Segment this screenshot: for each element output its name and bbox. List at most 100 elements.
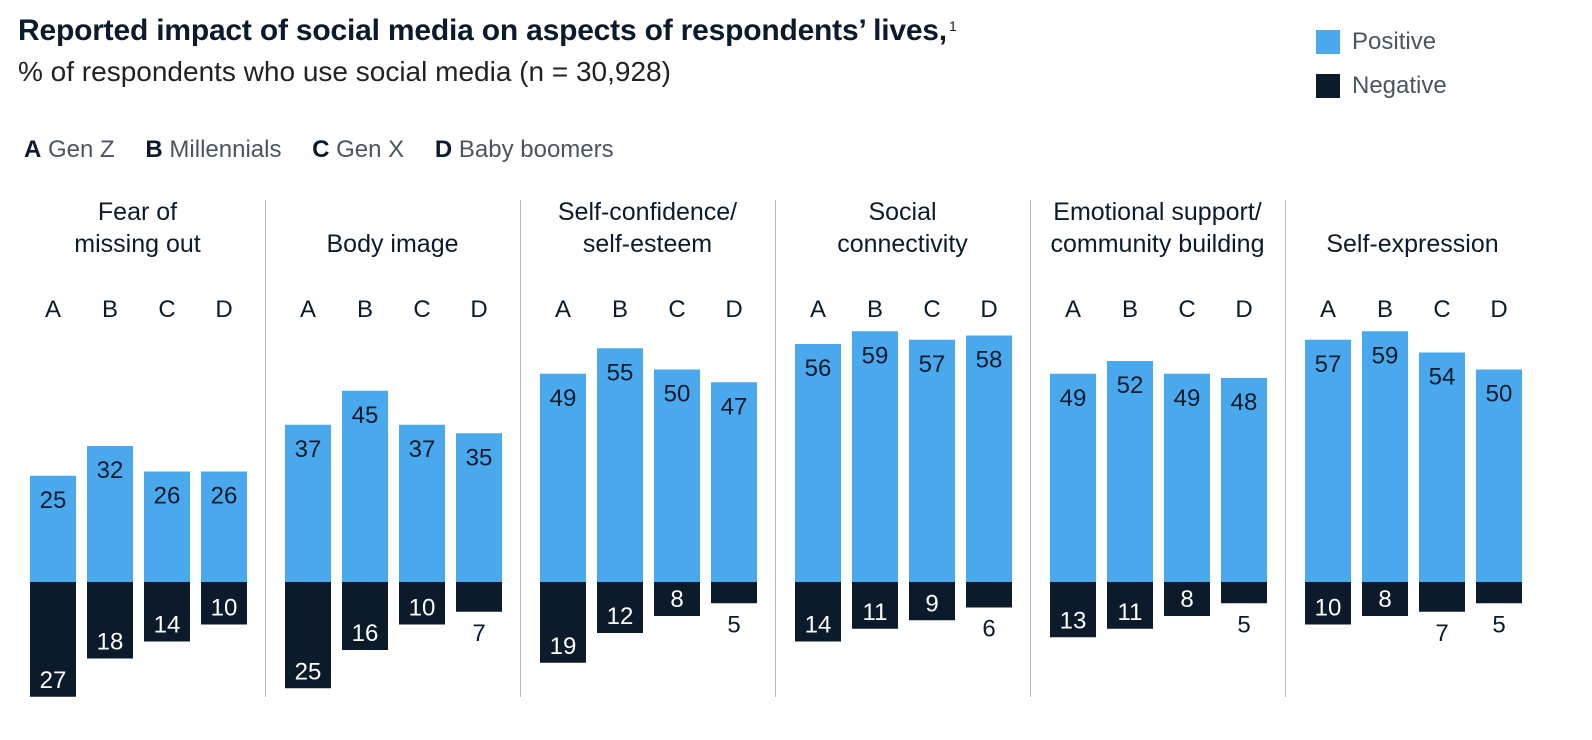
chart-title: Reported impact of social media on aspec…: [18, 14, 957, 47]
key-item-a: A Gen Z: [24, 136, 115, 163]
bar-positive: [456, 433, 502, 582]
data-label-negative: 11: [1118, 599, 1143, 626]
bar-negative: [1476, 582, 1522, 604]
data-label-positive: 57: [1315, 351, 1342, 378]
data-label-negative: 8: [1378, 586, 1391, 613]
bar-negative: [1221, 582, 1267, 604]
group-title: Social: [868, 198, 936, 226]
legend-swatch-negative: [1316, 74, 1340, 98]
category-label: D: [725, 296, 742, 323]
data-label-negative: 13: [1060, 607, 1087, 634]
data-label-positive: 45: [352, 402, 379, 429]
bar-negative: [1305, 582, 1351, 625]
data-label-positive: 48: [1231, 389, 1258, 416]
data-label-negative: 10: [211, 595, 238, 622]
category-label: D: [470, 296, 487, 323]
generation-key: A Gen Z B Millennials C Gen X D Baby boo…: [24, 136, 638, 164]
data-label-negative: 7: [1435, 620, 1448, 647]
data-label-negative: 8: [670, 586, 683, 613]
data-label-positive: 47: [721, 393, 748, 420]
data-label-positive: 55: [607, 359, 634, 386]
bar-negative: [1050, 582, 1096, 638]
bar-positive: [966, 335, 1012, 582]
group-title: Emotional support/: [1053, 198, 1262, 226]
key-item-c: C Gen X: [312, 136, 405, 163]
bar-negative: [1419, 582, 1465, 612]
bar-positive: [1221, 378, 1267, 582]
bar-negative: [342, 582, 388, 650]
group-title: community building: [1051, 230, 1265, 258]
group-title: missing out: [74, 230, 200, 258]
data-label-positive: 54: [1429, 364, 1456, 391]
bar-positive: [399, 424, 445, 582]
title-footnote: 1: [948, 18, 957, 34]
category-label: C: [1433, 296, 1450, 323]
bar-negative: [711, 582, 757, 604]
data-label-positive: 26: [154, 483, 181, 510]
data-label-negative: 27: [40, 667, 67, 694]
bar-negative: [285, 582, 331, 689]
data-label-positive: 37: [409, 436, 436, 463]
group-title: Self-confidence/: [558, 198, 737, 226]
bar-negative: [909, 582, 955, 621]
legend-label-positive: Positive: [1352, 28, 1437, 55]
data-label-positive: 57: [919, 351, 946, 378]
data-label-positive: 49: [1174, 385, 1201, 412]
key-item-b: B Millennials: [145, 136, 282, 163]
category-label: D: [1235, 296, 1252, 323]
legend-item-positive: Positive: [1316, 20, 1447, 64]
bar-negative: [1164, 582, 1210, 616]
category-label: B: [1122, 296, 1138, 323]
group-title: Body image: [326, 230, 458, 258]
group-title: Fear of: [98, 198, 177, 226]
category-label: B: [357, 296, 373, 323]
key-item-d: D Baby boomers: [434, 136, 614, 163]
data-label-negative: 10: [409, 595, 436, 622]
data-label-negative: 19: [550, 633, 577, 660]
category-label: B: [612, 296, 628, 323]
data-label-positive: 59: [862, 342, 889, 369]
category-label: C: [1178, 296, 1195, 323]
bar-positive: [1050, 373, 1096, 582]
bar-negative: [540, 582, 586, 663]
data-label-positive: 50: [664, 381, 691, 408]
category-label: A: [810, 296, 826, 323]
category-label: D: [1490, 296, 1507, 323]
category-label: D: [215, 296, 232, 323]
bar-negative: [966, 582, 1012, 608]
bar-positive: [201, 471, 247, 582]
bar-positive: [1305, 339, 1351, 582]
bar-positive: [30, 475, 76, 582]
data-label-positive: 59: [1372, 342, 1399, 369]
bar-positive: [144, 471, 190, 582]
data-label-negative: 5: [1237, 611, 1250, 638]
data-label-negative: 9: [925, 590, 938, 617]
data-label-positive: 25: [40, 487, 67, 514]
data-label-negative: 11: [863, 599, 888, 626]
data-label-positive: 58: [976, 347, 1003, 374]
bar-negative: [1362, 582, 1408, 616]
legend: Positive Negative: [1316, 20, 1447, 108]
category-label: C: [158, 296, 175, 323]
data-label-positive: 26: [211, 483, 238, 510]
legend-label-negative: Negative: [1352, 72, 1447, 99]
bar-positive: [1362, 331, 1408, 582]
bar-negative: [144, 582, 190, 642]
bar-positive: [1476, 369, 1522, 582]
bar-negative: [597, 582, 643, 633]
bar-positive: [795, 344, 841, 582]
data-label-negative: 12: [607, 603, 634, 630]
bar-positive: [540, 373, 586, 582]
bar-positive: [1419, 352, 1465, 582]
data-label-negative: 5: [1492, 611, 1505, 638]
data-label-positive: 49: [1060, 385, 1087, 412]
category-label: C: [668, 296, 685, 323]
category-label: D: [980, 296, 997, 323]
legend-swatch-positive: [1316, 30, 1340, 54]
bar-negative: [1107, 582, 1153, 629]
bar-positive: [597, 348, 643, 582]
category-label: B: [867, 296, 883, 323]
bar-negative: [852, 582, 898, 629]
category-label: A: [45, 296, 61, 323]
